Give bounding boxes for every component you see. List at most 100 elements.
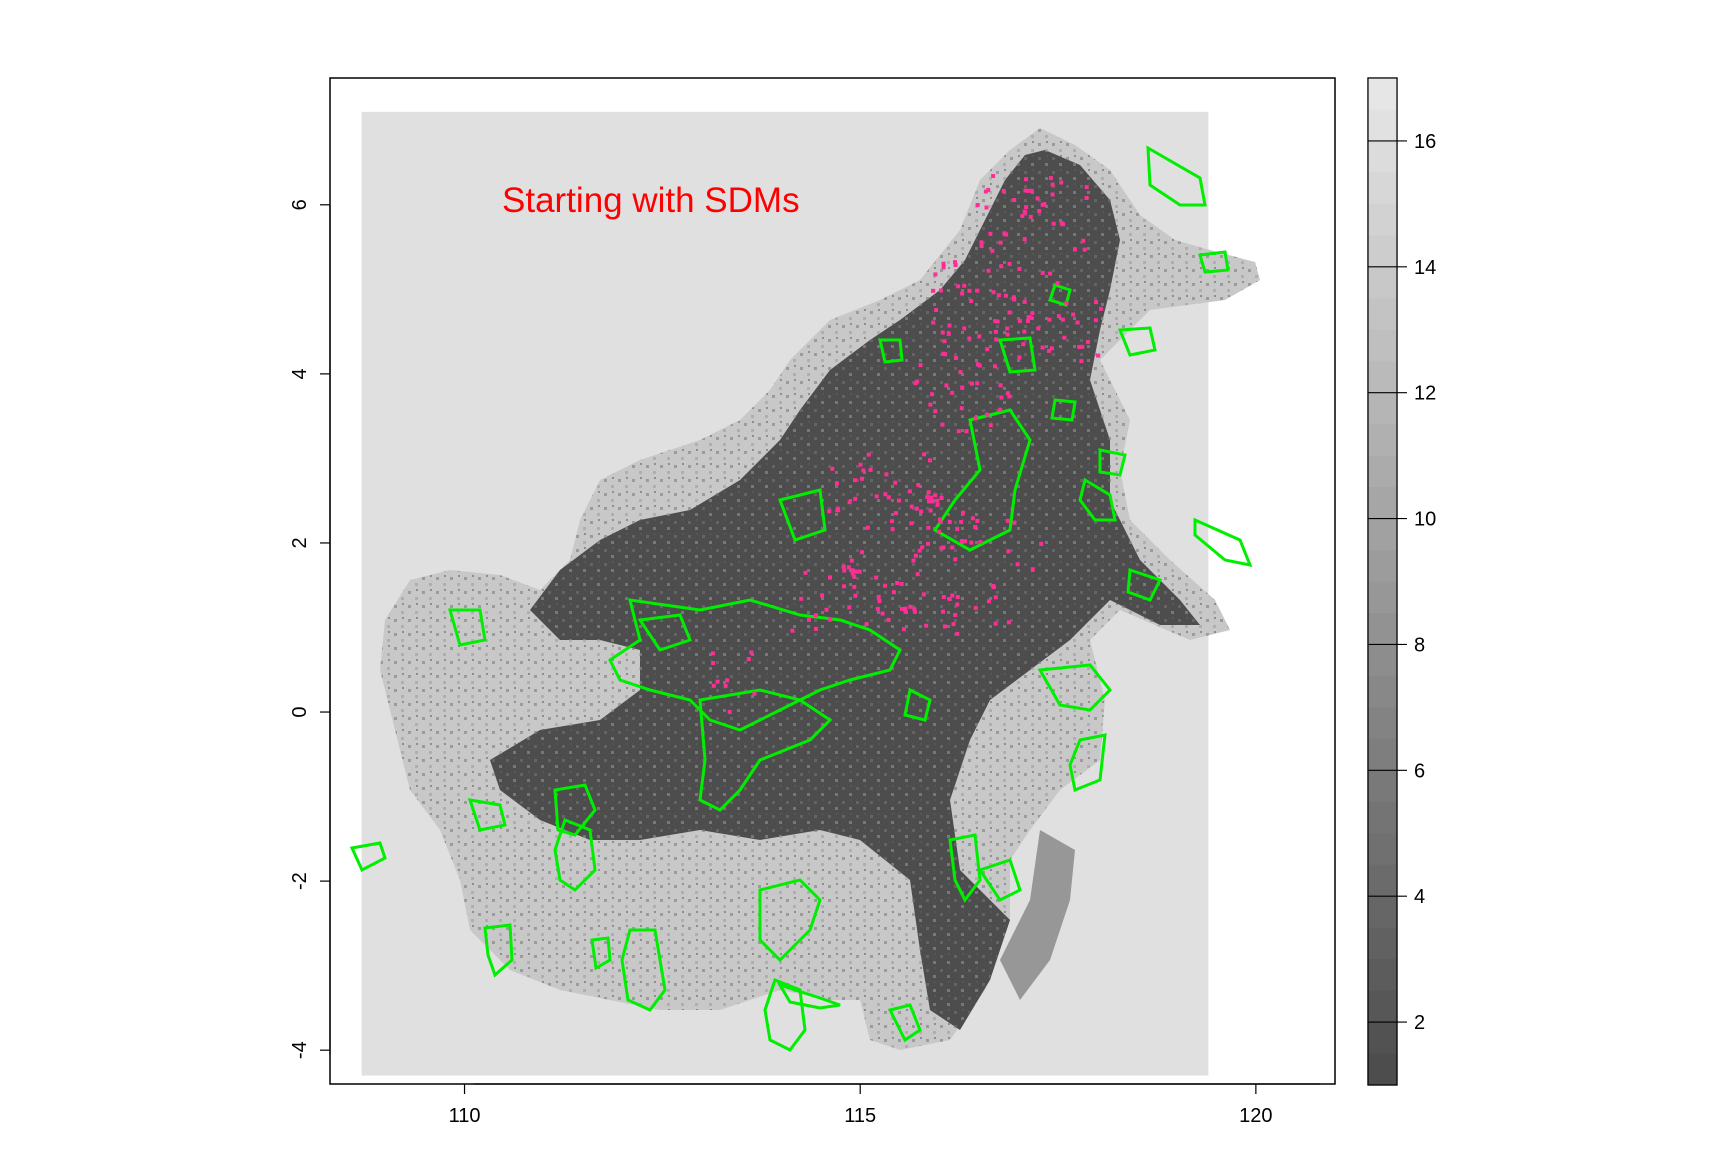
occurrence-point bbox=[1042, 202, 1047, 207]
occurrence-point bbox=[977, 363, 982, 368]
occurrence-point bbox=[919, 509, 924, 514]
occurrence-point bbox=[999, 264, 1004, 269]
protected-area-polygon bbox=[448, 608, 487, 647]
occurrence-point bbox=[715, 679, 720, 684]
occurrence-point bbox=[959, 539, 964, 543]
occurrence-point bbox=[959, 520, 964, 524]
occurrence-point bbox=[860, 476, 864, 481]
occurrence-point bbox=[1084, 196, 1089, 200]
occurrence-point bbox=[1005, 518, 1010, 523]
occurrence-point bbox=[960, 385, 965, 390]
legend-color-band bbox=[1368, 298, 1397, 330]
occurrence-point bbox=[979, 244, 984, 249]
protected-area-polygon bbox=[1126, 567, 1163, 602]
occurrence-point bbox=[1005, 391, 1010, 396]
land-texture bbox=[380, 128, 1260, 1050]
occurrence-point bbox=[908, 604, 913, 609]
occurrence-point bbox=[1081, 238, 1086, 243]
occurrence-point bbox=[993, 595, 998, 600]
occurrence-point bbox=[876, 594, 881, 599]
legend-color-band bbox=[1368, 675, 1397, 708]
occurrence-point bbox=[986, 268, 991, 273]
occurrence-point bbox=[899, 582, 904, 586]
occurrence-point bbox=[916, 483, 921, 487]
occurrence-point bbox=[998, 407, 1003, 412]
land-mid-region bbox=[1000, 830, 1075, 1000]
occurrence-point bbox=[993, 319, 998, 324]
legend-color-band bbox=[1368, 770, 1397, 802]
occurrence-point bbox=[1028, 214, 1033, 219]
occurrence-point bbox=[849, 558, 854, 563]
occurrence-point bbox=[991, 290, 996, 295]
occurrence-point bbox=[953, 263, 958, 267]
occurrence-point bbox=[994, 337, 999, 342]
occurrence-point bbox=[880, 611, 885, 616]
occurrence-point bbox=[941, 609, 945, 614]
protected-area-polygon bbox=[1117, 326, 1157, 357]
legend-color-band bbox=[1368, 518, 1397, 551]
y-tick-label: 2 bbox=[289, 537, 311, 548]
occurrence-point bbox=[917, 548, 922, 553]
occurrence-point bbox=[1001, 188, 1006, 193]
occurrence-point bbox=[814, 613, 818, 618]
occurrence-point bbox=[938, 517, 942, 522]
occurrence-point bbox=[1077, 345, 1082, 349]
legend-color-band bbox=[1368, 1053, 1397, 1085]
occurrence-point bbox=[857, 569, 862, 574]
occurrence-point bbox=[964, 429, 969, 434]
protected-area-polygon bbox=[553, 818, 597, 892]
occurrence-point bbox=[866, 452, 871, 457]
occurrence-point bbox=[834, 481, 839, 486]
occurrence-point bbox=[1020, 214, 1025, 218]
occurrence-point bbox=[799, 596, 804, 601]
occurrence-point bbox=[914, 506, 919, 511]
legend-color-band bbox=[1368, 707, 1397, 739]
occurrence-point bbox=[950, 390, 955, 395]
occurrence-point bbox=[975, 288, 980, 293]
occurrence-point bbox=[895, 581, 900, 585]
occurrence-point bbox=[1012, 297, 1017, 302]
occurrence-point bbox=[803, 570, 808, 575]
occurrence-point bbox=[940, 422, 945, 427]
protected-area-polygon bbox=[1198, 250, 1230, 274]
occurrence-point bbox=[1017, 318, 1022, 323]
occurrence-point bbox=[1021, 342, 1026, 347]
occurrence-point bbox=[939, 288, 943, 293]
legend-color-band bbox=[1368, 172, 1397, 204]
legend-tick-label: 12 bbox=[1414, 383, 1436, 405]
occurrence-point bbox=[1062, 335, 1067, 340]
occurrence-point bbox=[950, 545, 955, 550]
occurrence-point bbox=[1029, 315, 1033, 320]
occurrence-point bbox=[930, 499, 935, 504]
occurrence-point bbox=[1026, 188, 1031, 193]
occurrence-point bbox=[725, 678, 730, 683]
legend-tick-label: 4 bbox=[1414, 886, 1425, 908]
occurrence-point bbox=[953, 613, 958, 617]
occurrence-point bbox=[926, 541, 930, 546]
occurrence-point bbox=[1086, 339, 1090, 344]
occurrence-point bbox=[752, 691, 757, 696]
protected-area-polygon bbox=[1037, 663, 1113, 712]
occurrence-point bbox=[883, 492, 888, 497]
legend-color-band bbox=[1368, 203, 1397, 236]
occurrence-point bbox=[897, 498, 901, 503]
occurrence-point bbox=[953, 557, 958, 562]
occurrence-point bbox=[942, 624, 947, 629]
y-tick-label: -2 bbox=[289, 872, 311, 890]
occurrence-point bbox=[850, 568, 855, 573]
occurrence-point bbox=[985, 412, 990, 417]
occurrence-point bbox=[1080, 344, 1085, 349]
occurrence-point bbox=[947, 520, 952, 524]
occurrence-point bbox=[835, 506, 840, 511]
legend-color-band bbox=[1368, 455, 1397, 488]
occurrence-point bbox=[877, 599, 882, 603]
y-tick-label: 6 bbox=[289, 199, 311, 210]
protected-area-polygon bbox=[903, 687, 932, 722]
occurrence-point bbox=[1037, 209, 1042, 213]
occurrence-point bbox=[958, 370, 963, 375]
legend-color-band bbox=[1368, 550, 1397, 582]
occurrence-point bbox=[1096, 353, 1101, 358]
occurrence-point bbox=[953, 260, 957, 265]
occurrence-point bbox=[988, 231, 993, 236]
occurrence-point bbox=[1075, 320, 1080, 325]
